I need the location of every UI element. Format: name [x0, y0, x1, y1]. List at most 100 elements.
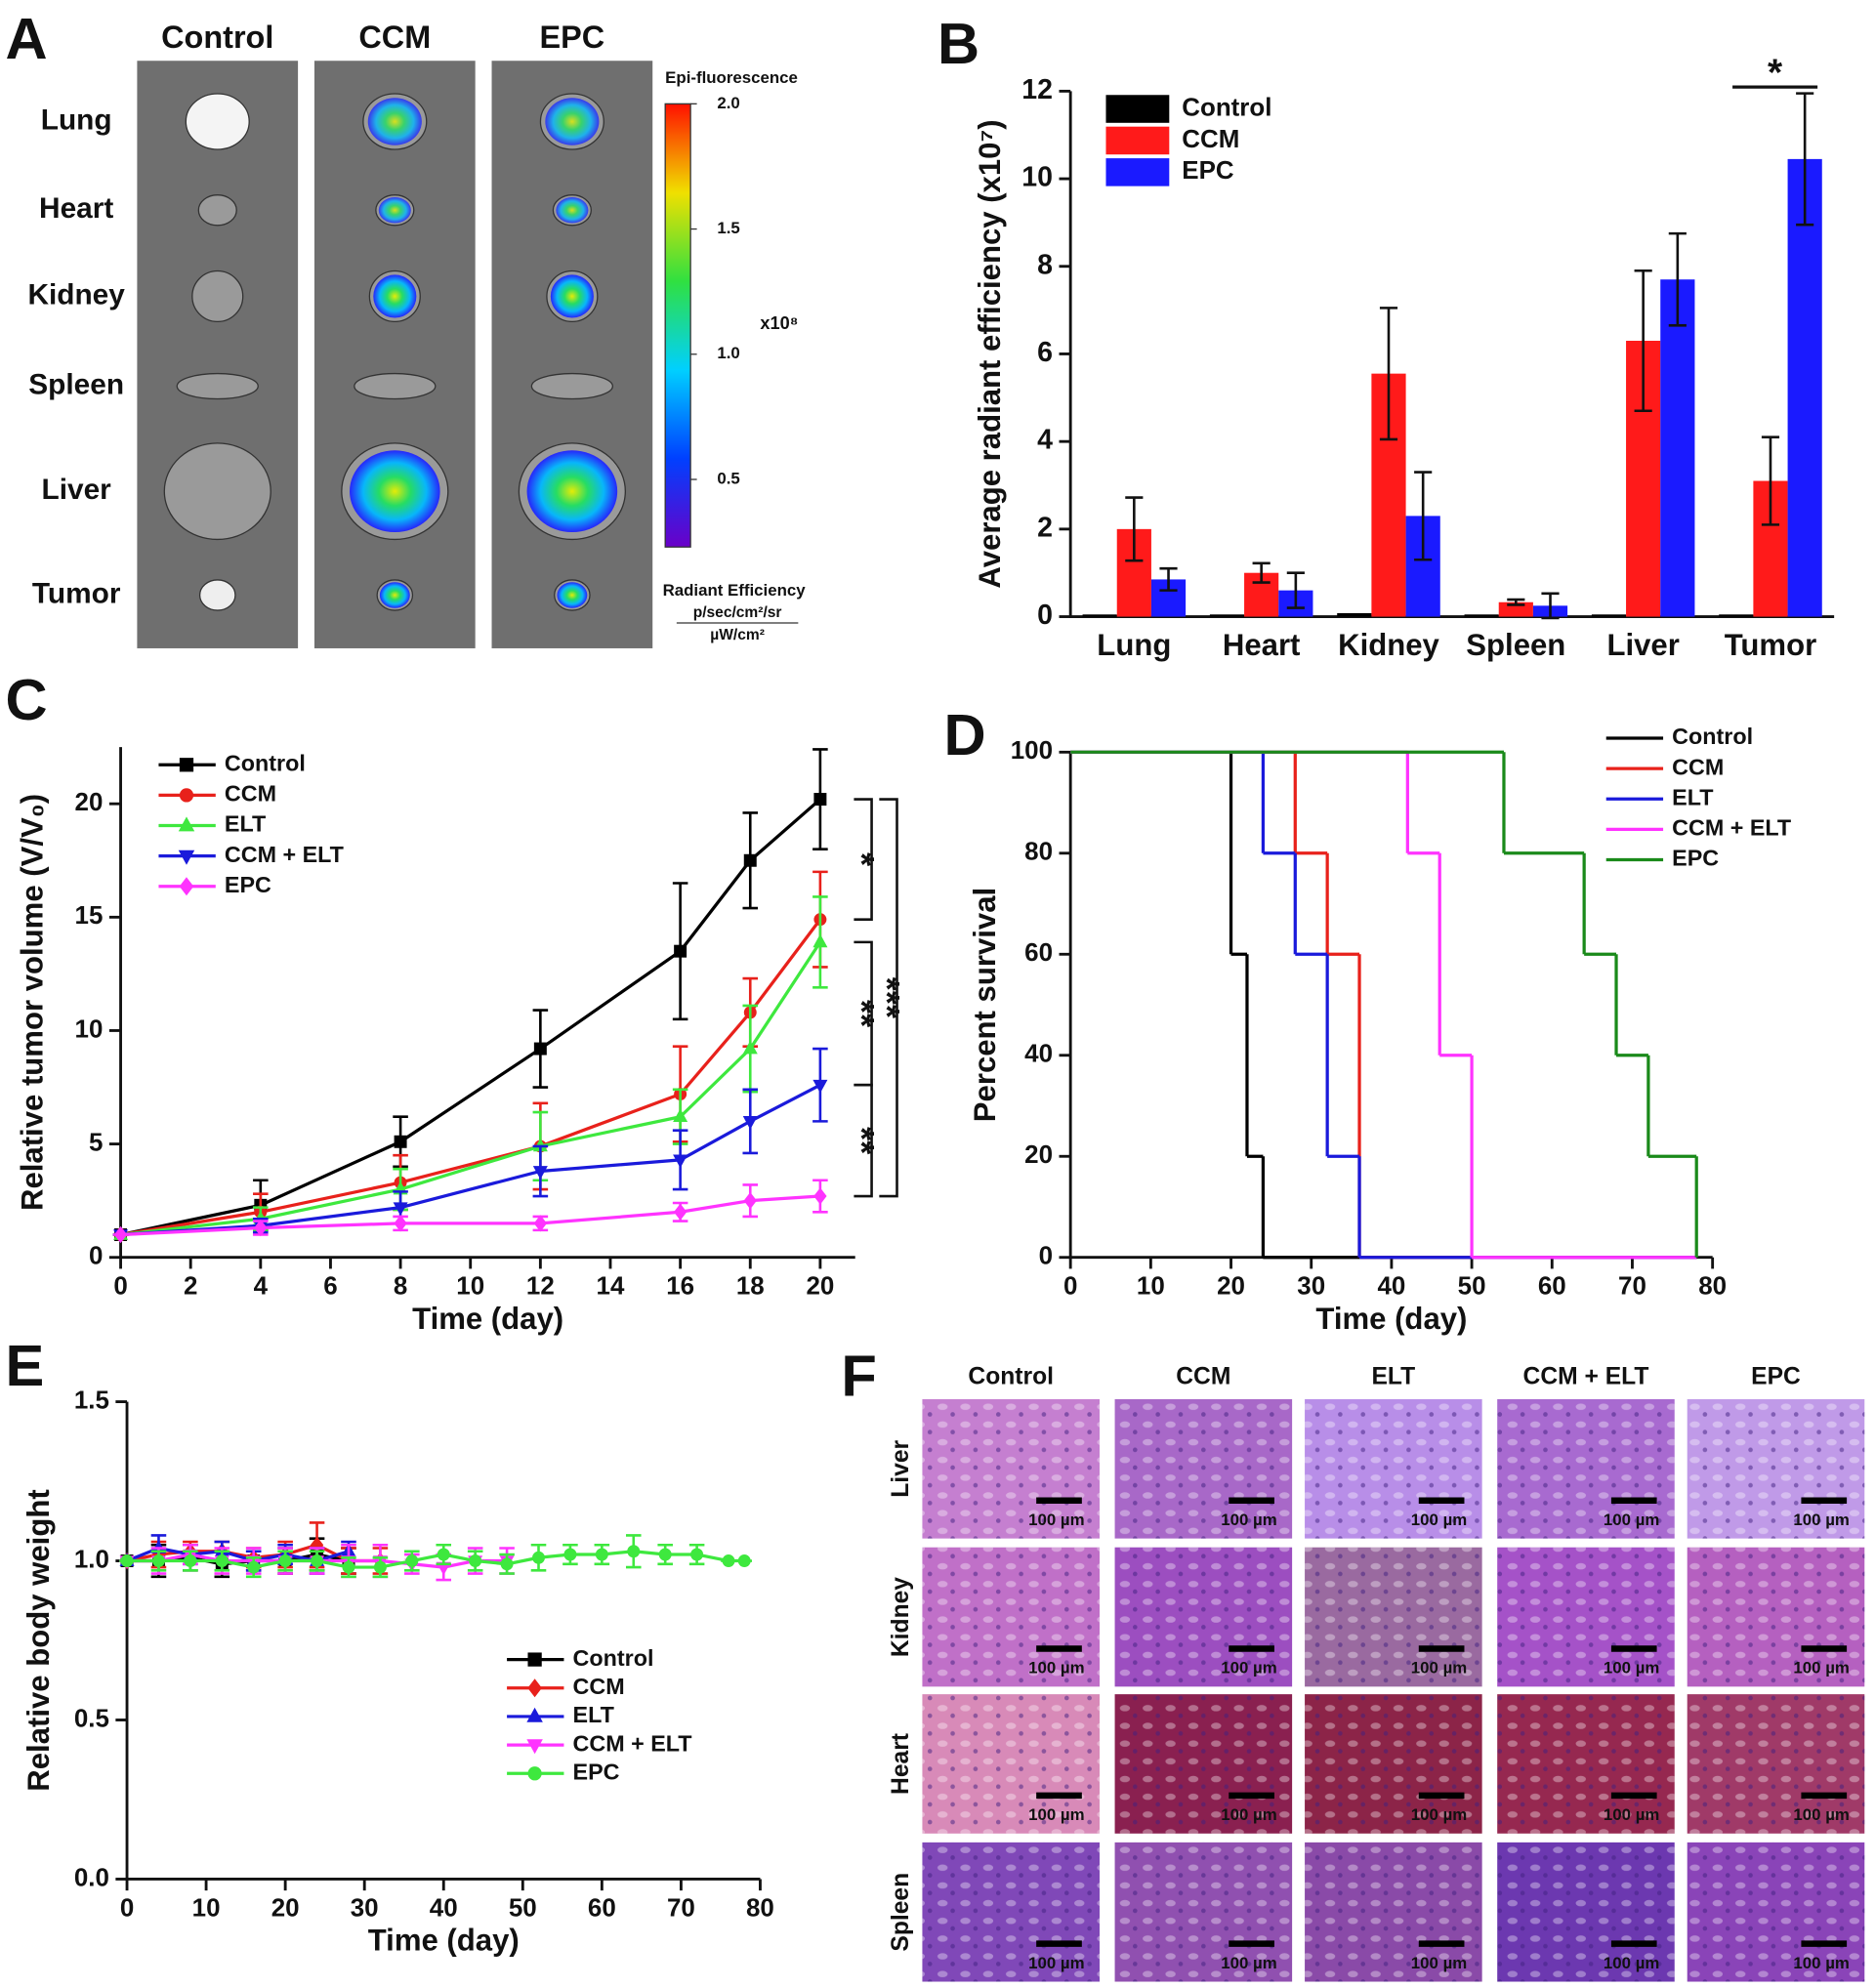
error-bar	[1252, 561, 1271, 584]
error-bar	[1286, 571, 1305, 609]
bar	[1464, 614, 1499, 617]
marker	[658, 1548, 672, 1561]
x-tick-label: Liver	[1606, 628, 1679, 662]
marker	[215, 1554, 229, 1568]
y-tick-label: 0.0	[74, 1864, 109, 1891]
x-tick-label: 0	[1063, 1273, 1077, 1301]
histology-texture	[1687, 1694, 1865, 1834]
marker	[743, 1192, 757, 1210]
bar	[1082, 614, 1117, 617]
histology-texture	[1497, 1842, 1675, 1982]
x-tick-label: 20	[271, 1894, 300, 1922]
marker	[527, 1678, 542, 1698]
column-label: CCM	[1176, 1363, 1230, 1389]
error-bar	[1634, 269, 1652, 413]
fluorescence	[556, 197, 589, 224]
fluorescence	[367, 98, 422, 145]
colorbar-multiplier: x10⁸	[760, 313, 798, 333]
y-tick-label: 0.5	[74, 1705, 109, 1732]
significance-bracket	[854, 798, 873, 921]
marker	[500, 1557, 514, 1571]
colorbar-tick-label: 1.0	[717, 344, 739, 362]
marker	[394, 1135, 407, 1148]
y-tick-label: 20	[1024, 1141, 1053, 1169]
histology-texture	[1305, 1694, 1482, 1834]
x-axis-label: Time (day)	[368, 1924, 520, 1958]
legend-label: CCM	[573, 1674, 625, 1699]
legend-label: CCM	[225, 781, 276, 807]
colorbar-tick-label: 2.0	[717, 94, 739, 112]
fluorescence	[379, 582, 410, 608]
scale-bar-label: 100 µm	[1793, 1805, 1849, 1824]
marker	[527, 1652, 542, 1667]
fluorescence	[557, 582, 588, 608]
error-bar	[1761, 435, 1780, 526]
histology-texture	[922, 1547, 1100, 1687]
marker	[254, 1219, 268, 1237]
marker	[311, 1554, 324, 1568]
y-tick-label: 10	[75, 1015, 104, 1043]
legend-swatch	[1105, 126, 1170, 155]
imaging-panel	[137, 61, 299, 648]
marker	[526, 1739, 543, 1755]
legend-label: CCM + ELT	[225, 842, 344, 867]
error-bar	[1796, 92, 1814, 227]
row-label: Kidney	[888, 1577, 914, 1657]
row-label: Liver	[42, 474, 112, 506]
legend-label: Control	[225, 750, 306, 775]
marker	[120, 1554, 134, 1568]
y-tick-label: 2	[1037, 512, 1053, 543]
x-tick-label: 30	[1297, 1273, 1325, 1301]
marker	[812, 1079, 828, 1094]
y-axis-label: Relative body weight	[21, 1489, 56, 1791]
legend-label: EPC	[573, 1759, 620, 1784]
x-tick-label: 16	[666, 1273, 694, 1301]
organ	[197, 194, 237, 227]
organ	[176, 372, 259, 400]
histology-texture	[922, 1694, 1100, 1834]
organ	[191, 269, 244, 323]
marker	[742, 1116, 758, 1130]
significance-label: **	[842, 1000, 882, 1028]
histology-texture	[1497, 1398, 1675, 1539]
x-tick-label: 12	[526, 1273, 555, 1301]
line	[120, 1194, 820, 1237]
marker	[178, 849, 195, 865]
x-tick-label: Kidney	[1338, 628, 1439, 662]
x-tick-label: Heart	[1223, 628, 1301, 662]
x-tick-label: 10	[456, 1273, 484, 1301]
colorbar-quantity: Radiant Efficiency	[663, 581, 807, 600]
y-tick-label: 0	[89, 1243, 103, 1270]
panel-label: B	[938, 11, 979, 76]
marker	[179, 758, 194, 772]
legend-swatch	[1105, 158, 1170, 186]
legend-label: EPC	[1182, 157, 1234, 185]
row-label: Kidney	[27, 278, 125, 311]
scale-bar-label: 100 µm	[1793, 1659, 1849, 1677]
y-tick-label: 1.0	[74, 1546, 109, 1573]
x-tick-label: 80	[746, 1894, 774, 1922]
x-tick-label: 10	[192, 1894, 221, 1922]
marker	[113, 1225, 128, 1244]
marker	[673, 1154, 688, 1169]
organ	[198, 579, 236, 611]
y-tick-label: 0	[1037, 600, 1053, 631]
scale-bar-label: 100 µm	[1604, 1511, 1659, 1529]
marker	[437, 1548, 450, 1561]
x-tick-label: 30	[351, 1894, 379, 1922]
histology-texture	[1687, 1547, 1865, 1687]
y-tick-label: 10	[1021, 162, 1053, 193]
marker	[278, 1554, 292, 1568]
y-tick-label: 100	[1011, 737, 1053, 765]
legend-label: Control	[1182, 94, 1271, 121]
scale-bar-label: 100 µm	[1793, 1511, 1849, 1529]
error-bar	[1159, 566, 1178, 592]
marker	[533, 1215, 548, 1232]
histology-texture	[1687, 1398, 1865, 1539]
x-tick-label: Tumor	[1725, 628, 1816, 662]
fluorescence	[350, 450, 440, 533]
significance-label: **	[842, 1127, 882, 1155]
organ	[354, 372, 437, 400]
scale-bar-label: 100 µm	[1411, 1805, 1467, 1824]
significance-label: ***	[867, 977, 907, 1019]
